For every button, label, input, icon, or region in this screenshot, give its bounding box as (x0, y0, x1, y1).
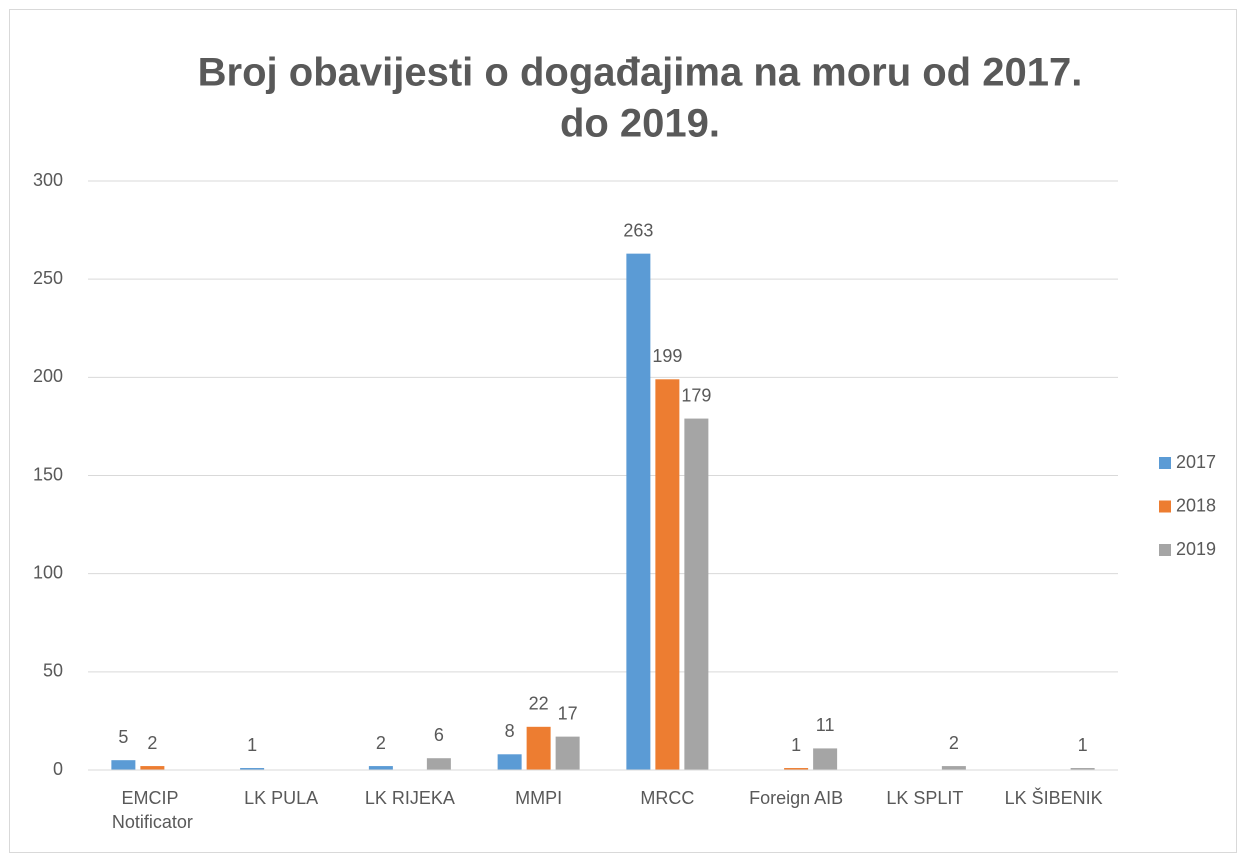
data-label: 179 (681, 385, 711, 405)
chart-frame (9, 9, 1237, 853)
chart-title: do 2019. (560, 102, 720, 146)
data-label: 2 (147, 733, 157, 753)
x-tick-label: LK RIJEKA (365, 788, 455, 808)
y-tick-label: 300 (33, 170, 63, 190)
bar (111, 760, 136, 770)
y-tick-label: 100 (33, 562, 63, 582)
data-label: 263 (623, 220, 653, 240)
y-tick-label: 150 (33, 464, 63, 484)
bar (140, 766, 165, 770)
x-tick-label: Foreign AIB (749, 788, 843, 808)
bar (784, 768, 809, 770)
x-tick-label: LK ŠIBENIK (1005, 787, 1103, 808)
bar (1070, 768, 1095, 770)
legend-label: 2019 (1176, 539, 1216, 559)
data-label: 1 (1078, 735, 1088, 755)
bar (240, 768, 265, 770)
data-label: 22 (529, 694, 549, 714)
x-tick-label: EMCIP Notificator (112, 788, 193, 832)
y-tick-label: 50 (43, 661, 63, 681)
legend-label: 2018 (1176, 495, 1216, 515)
y-tick-label: 200 (33, 366, 63, 386)
x-tick-label: LK PULA (244, 788, 318, 808)
x-tick-label: MRCC (640, 788, 694, 808)
data-label: 2 (949, 733, 959, 753)
data-label: 2 (376, 733, 386, 753)
data-label: 6 (434, 725, 444, 745)
bar (941, 766, 966, 770)
bar (555, 736, 580, 770)
data-label: 17 (558, 703, 578, 723)
bar (813, 748, 838, 770)
bar (526, 726, 551, 770)
bar (655, 379, 680, 770)
data-label: 1 (791, 735, 801, 755)
legend-swatch (1159, 544, 1171, 556)
legend-label: 2017 (1176, 452, 1216, 472)
legend-swatch (1159, 500, 1171, 513)
data-label: 199 (652, 346, 682, 366)
bar (684, 418, 709, 770)
bar (497, 754, 522, 770)
x-tick-label: LK SPLIT (886, 788, 963, 808)
x-tick-label: MMPI (515, 788, 562, 808)
data-label: 8 (505, 721, 515, 741)
bar (426, 758, 451, 770)
data-label: 5 (118, 727, 128, 747)
y-tick-label: 250 (33, 268, 63, 288)
bar (626, 253, 651, 771)
y-tick-label: 0 (53, 759, 63, 779)
bar (368, 766, 393, 770)
chart-title: Broj obavijesti o događajima na moru od … (198, 51, 1083, 95)
data-label: 11 (816, 715, 835, 735)
legend-swatch (1159, 457, 1171, 469)
data-label: 1 (247, 735, 257, 755)
